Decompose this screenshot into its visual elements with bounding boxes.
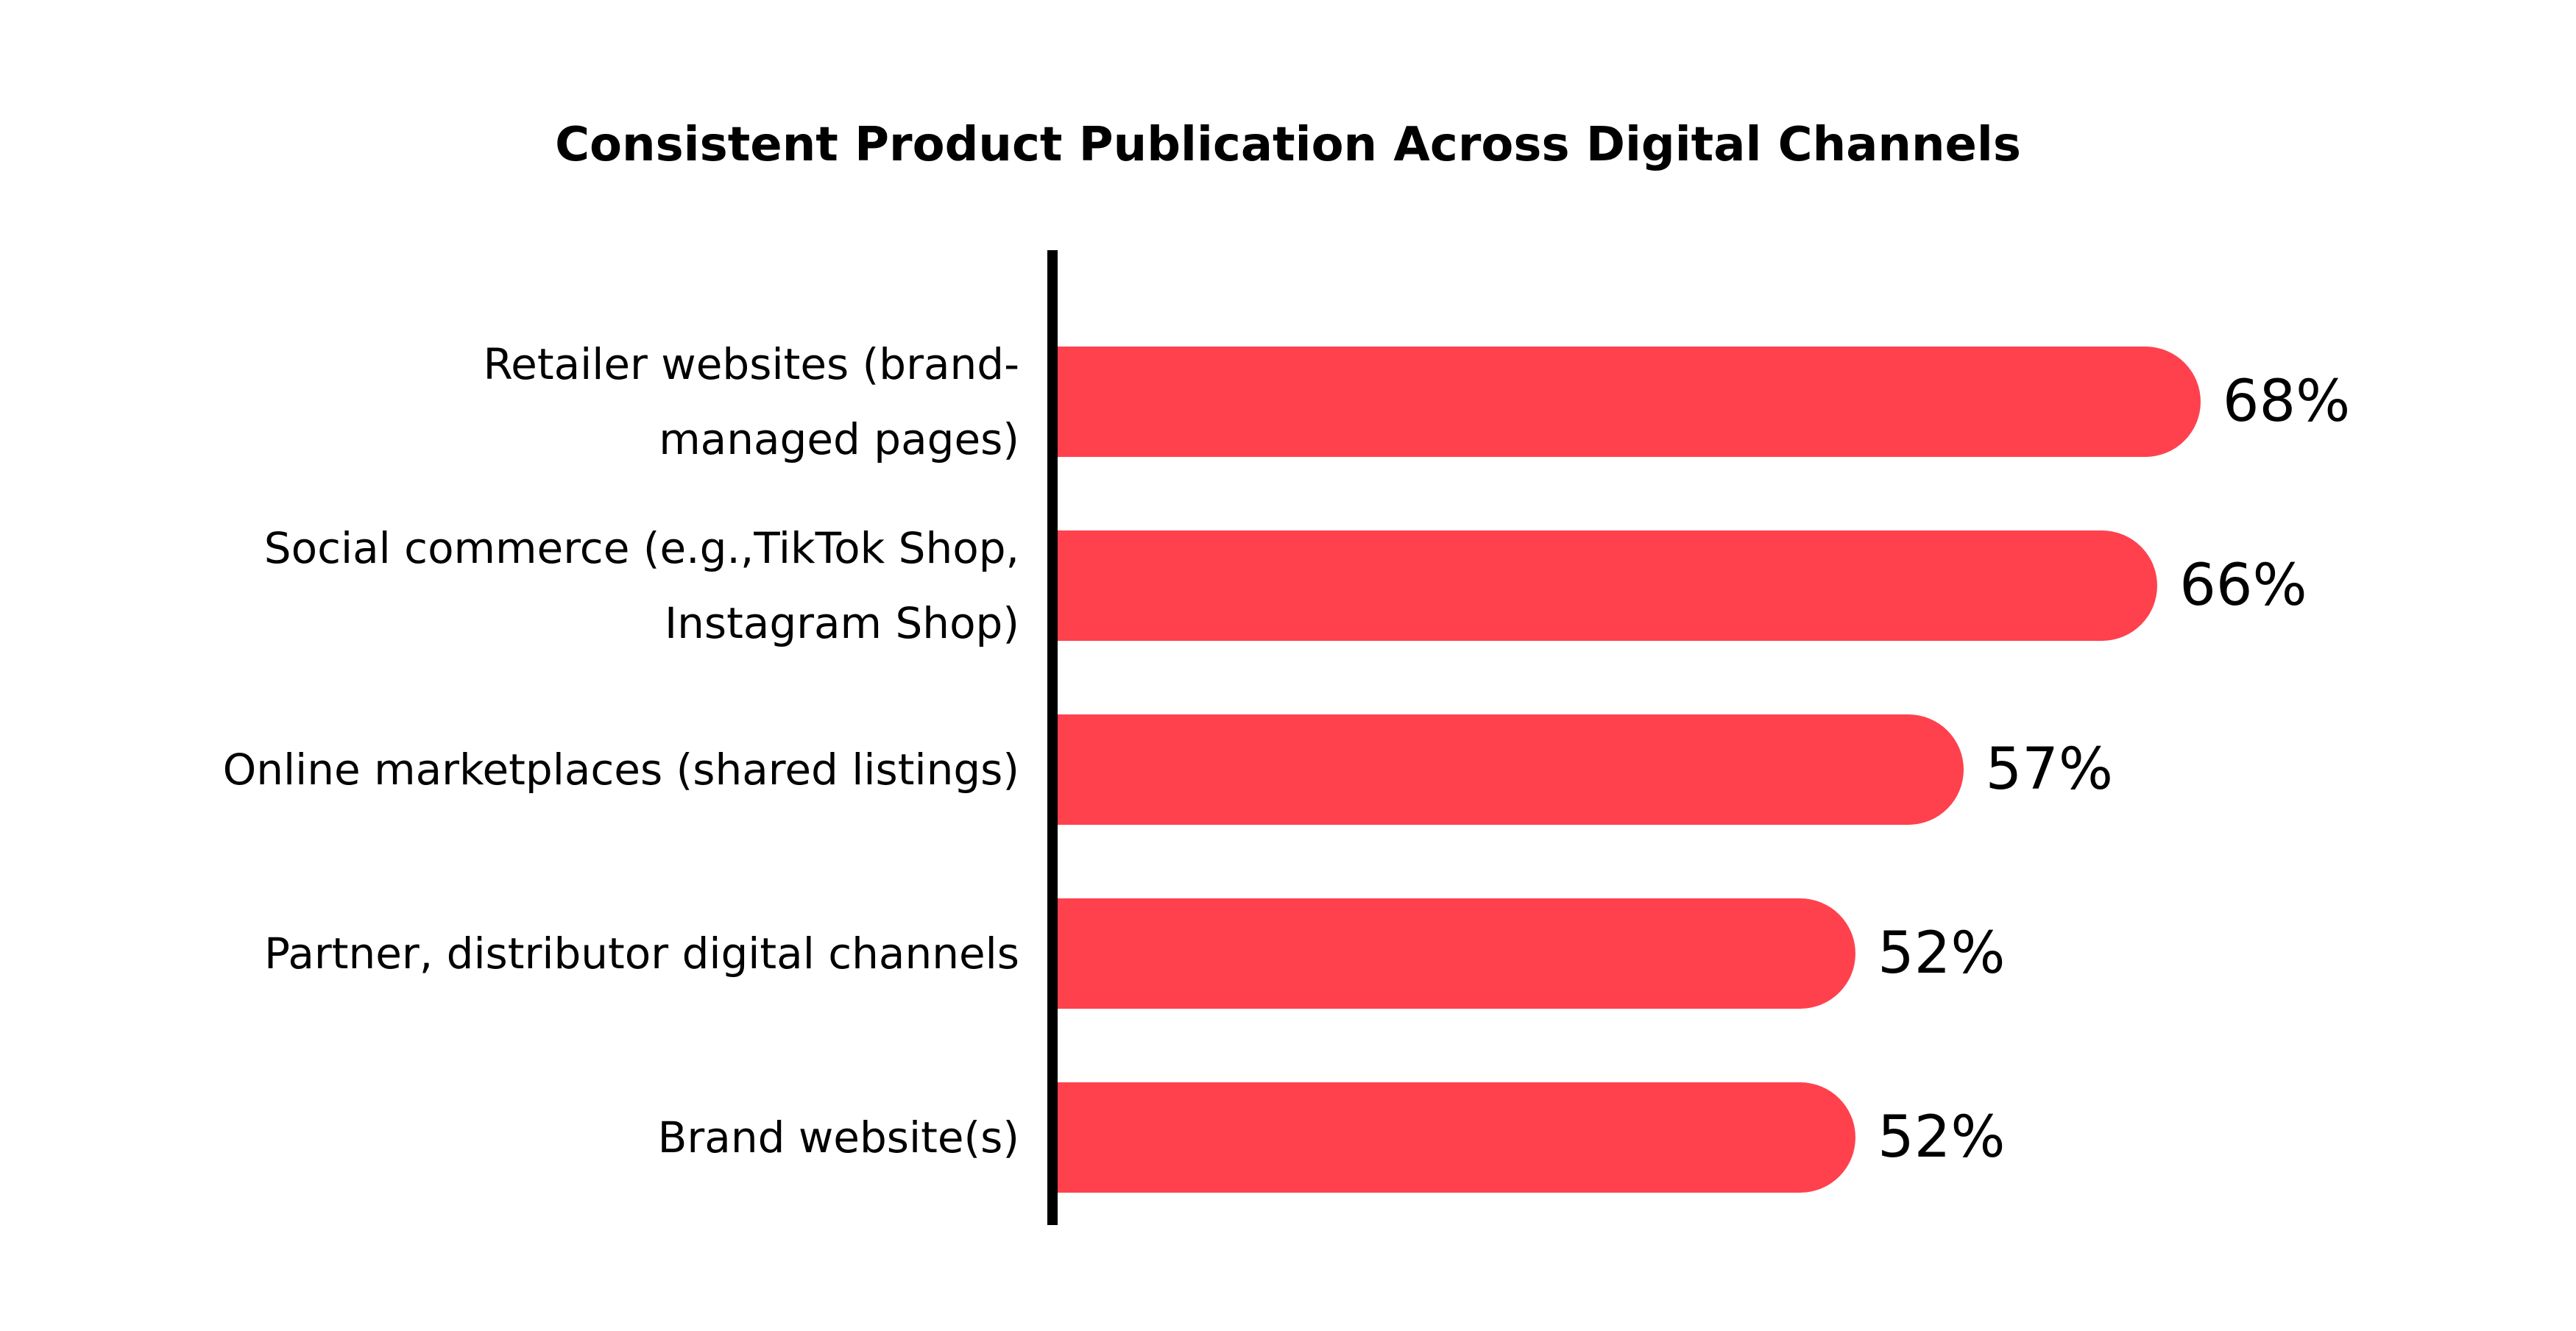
category-label: Online marketplaces (shared listings) (63, 678, 1019, 862)
y-axis-line (1047, 250, 1058, 1225)
bar-3 (1058, 714, 1964, 825)
category-label-text: Retailer websites (brand-managed pages) (483, 339, 1019, 464)
bar-2 (1058, 530, 2158, 641)
data-label: 52% (1878, 1104, 2006, 1171)
category-label: Retailer websites (brand-managed pages) (63, 310, 1019, 494)
data-label: 52% (1878, 920, 2006, 987)
data-label: 68% (2222, 369, 2351, 435)
category-label-text: Partner, distributor digital channels (263, 929, 1019, 979)
category-label: Brand website(s) (63, 1046, 1019, 1229)
category-label-text: Brand website(s) (657, 1112, 1019, 1163)
category-label-text: Online marketplaces (shared listings) (222, 745, 1019, 795)
bar-4 (1058, 898, 1856, 1009)
bar-5 (1058, 1082, 1856, 1193)
category-label: Social commerce (e.g.,TikTok Shop, Insta… (63, 494, 1019, 678)
data-label: 57% (1985, 737, 2113, 803)
chart-title: Consistent Product Publication Across Di… (555, 118, 2021, 172)
bar-1 (1058, 347, 2201, 457)
data-label: 66% (2179, 553, 2307, 619)
category-label-text: Social commerce (e.g.,TikTok Shop, Insta… (263, 523, 1019, 648)
category-label: Partner, distributor digital channels (63, 862, 1019, 1046)
